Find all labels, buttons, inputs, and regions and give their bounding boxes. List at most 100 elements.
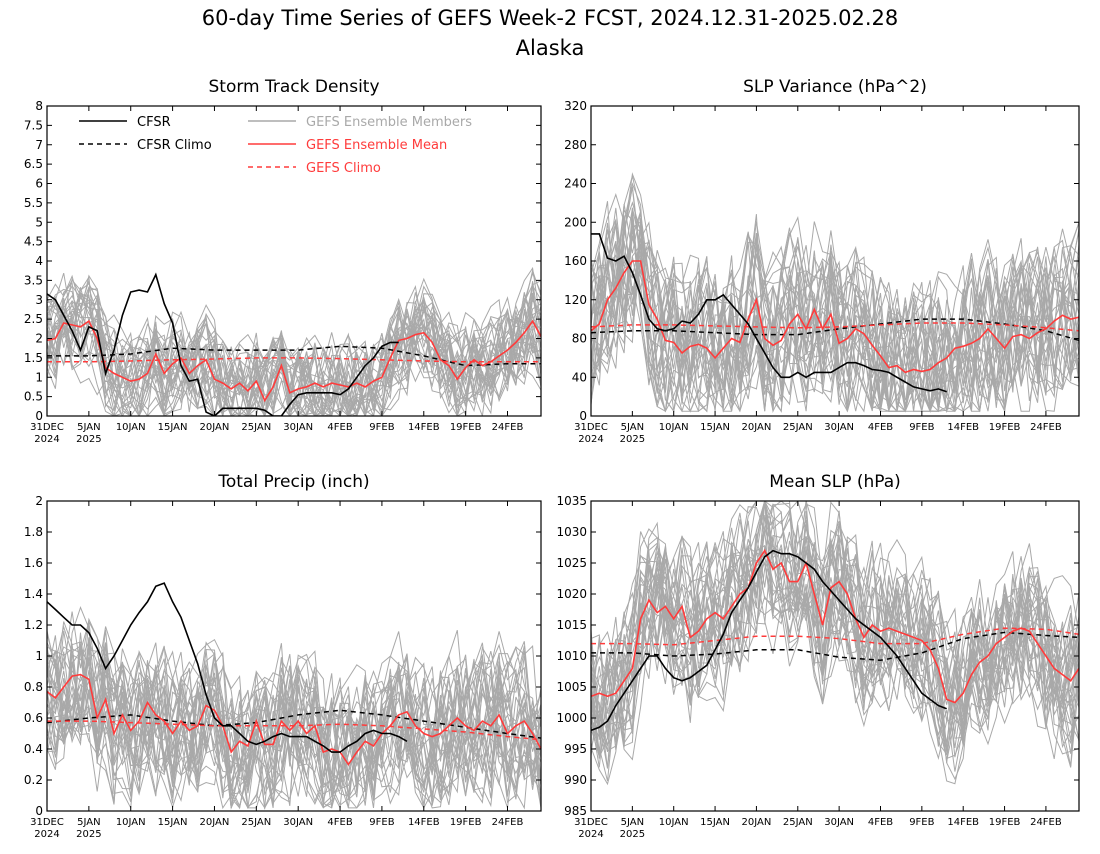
panel-title: Mean SLP (hPa)	[769, 472, 901, 492]
x-tick-sublabel: 2024	[34, 434, 59, 445]
y-tick-label: 0.6	[24, 711, 43, 725]
ensemble-member-line	[591, 501, 1079, 747]
x-tick-label: 31DEC	[30, 817, 64, 828]
y-tick-label: 7.5	[24, 118, 43, 132]
panel-4: Mean SLP (hPa) 985 990 995 1000 1005 1010 1015 1…	[556, 472, 1080, 840]
y-tick-label: 0.4	[24, 742, 43, 756]
cfsr-line	[47, 582, 408, 753]
ensemble-member-line	[591, 501, 1079, 740]
gefs-ensemble-mean-line	[47, 673, 541, 766]
y-tick-label: 2.5	[24, 312, 43, 326]
x-tick-sublabel: 2025	[620, 829, 645, 840]
x-tick-label: 31DEC	[574, 817, 608, 828]
ensemble-member-line	[591, 511, 1079, 756]
y-tick-label: 1010	[556, 649, 587, 663]
x-tick-label: 10JAN	[659, 817, 689, 828]
y-tick-label: 2	[35, 494, 43, 508]
x-tick-label: 30JAN	[824, 422, 854, 433]
y-tick-label: 5	[35, 215, 43, 229]
y-tick-label: 1030	[556, 525, 587, 539]
y-tick-label: 280	[564, 138, 587, 152]
panel-data	[47, 266, 541, 416]
x-tick-label: 15JAN	[158, 422, 188, 433]
cfsr-climo-line	[591, 631, 1079, 662]
y-tick-label: 0.2	[24, 773, 43, 787]
y-tick-label: 995	[564, 742, 587, 756]
x-tick-label: 31DEC	[30, 422, 64, 433]
x-tick-label: 20JAN	[200, 422, 230, 433]
y-tick-label: 160	[564, 254, 587, 268]
ensemble-member-line	[47, 292, 541, 416]
panel-title: SLP Variance (hPa^2)	[743, 77, 927, 97]
y-tick-label: 200	[564, 215, 587, 229]
x-tick-label: 30JAN	[283, 817, 313, 828]
y-tick-label: 40	[572, 370, 587, 384]
ensemble-member-line	[47, 642, 541, 808]
y-tick-label: 1015	[556, 618, 587, 632]
ensemble-member-line	[47, 642, 541, 810]
y-tick-label: 7	[35, 138, 43, 152]
x-tick-label: 20JAN	[742, 422, 772, 433]
panel-title: Storm Track Density	[208, 77, 379, 97]
ensemble-member-line	[591, 230, 1079, 412]
ensemble-member-line	[591, 527, 1079, 768]
x-tick-label: 5JAN	[621, 422, 644, 433]
panel-title: Total Precip (inch)	[217, 472, 369, 492]
x-tick-sublabel: 2025	[76, 434, 101, 445]
x-tick-label: 30JAN	[824, 817, 854, 828]
y-tick-label: 1	[35, 370, 43, 384]
ensemble-member-line	[47, 298, 541, 416]
gefs-ensemble-mean-line	[591, 548, 1079, 704]
y-tick-label: 120	[564, 293, 587, 307]
figure-title: 60-day Time Series of GEFS Week-2 FCST, …	[202, 6, 899, 30]
legend-ensemble-mean-label: GEFS Ensemble Mean	[306, 138, 447, 153]
y-tick-label: 0.5	[24, 390, 43, 404]
x-tick-label: 4FEB	[327, 422, 352, 433]
x-tick-label: 4FEB	[868, 817, 893, 828]
legend: CFSR CFSR Climo GEFS Ensemble Members GEFS …	[79, 115, 472, 176]
y-tick-label: 4	[35, 254, 43, 268]
x-tick-label: 4FEB	[327, 817, 352, 828]
ensemble-member-line	[47, 297, 541, 416]
ensemble-member-line	[591, 524, 1079, 768]
x-tick-label: 15JAN	[700, 422, 730, 433]
x-tick-label: 24FEB	[1030, 422, 1062, 433]
gefs-ensemble-mean-line	[591, 260, 1079, 374]
x-tick-label: 25JAN	[241, 422, 271, 433]
x-tick-label: 24FEB	[1030, 817, 1062, 828]
ensemble-member-line	[47, 279, 541, 416]
x-tick-label: 10JAN	[116, 422, 146, 433]
y-tick-label: 1.8	[24, 525, 43, 539]
x-tick-label: 24FEB	[492, 817, 524, 828]
y-tick-label: 985	[564, 804, 587, 818]
x-tick-label: 19FEB	[989, 817, 1021, 828]
y-tick-label: 6.5	[24, 157, 43, 171]
panel-data	[591, 501, 1079, 786]
legend-cfsr-label: CFSR	[137, 115, 171, 130]
ensemble-member-line	[591, 201, 1079, 412]
y-tick-label: 4.5	[24, 235, 43, 249]
y-tick-label: 2	[35, 332, 43, 346]
gefs-climo-line	[47, 357, 541, 363]
x-tick-label: 5JAN	[77, 422, 100, 433]
ensemble-member-line	[591, 221, 1079, 413]
panel-1: Storm Track Density 0 0.5 1 1.5 2 2.5 3 3.5 4 4.5 5…	[24, 77, 542, 445]
y-tick-label: 1025	[556, 556, 587, 570]
ensemble-member-line	[47, 284, 541, 416]
x-tick-label: 14FEB	[947, 422, 979, 433]
y-tick-label: 0	[579, 409, 587, 423]
x-tick-label: 20JAN	[200, 817, 230, 828]
cfsr-line	[47, 272, 399, 416]
ensemble-member-line	[47, 626, 541, 805]
y-tick-label: 1020	[556, 587, 587, 601]
x-tick-label: 10JAN	[116, 817, 146, 828]
y-tick-label: 0.8	[24, 680, 43, 694]
y-tick-label: 0	[35, 804, 43, 818]
x-tick-label: 4FEB	[868, 422, 893, 433]
legend-ensemble-members-label: GEFS Ensemble Members	[306, 115, 472, 130]
x-tick-sublabel: 2024	[34, 829, 59, 840]
x-tick-label: 19FEB	[989, 422, 1021, 433]
x-tick-label: 9FEB	[909, 422, 934, 433]
cfsr-climo-line	[47, 709, 541, 739]
x-tick-label: 15JAN	[700, 817, 730, 828]
